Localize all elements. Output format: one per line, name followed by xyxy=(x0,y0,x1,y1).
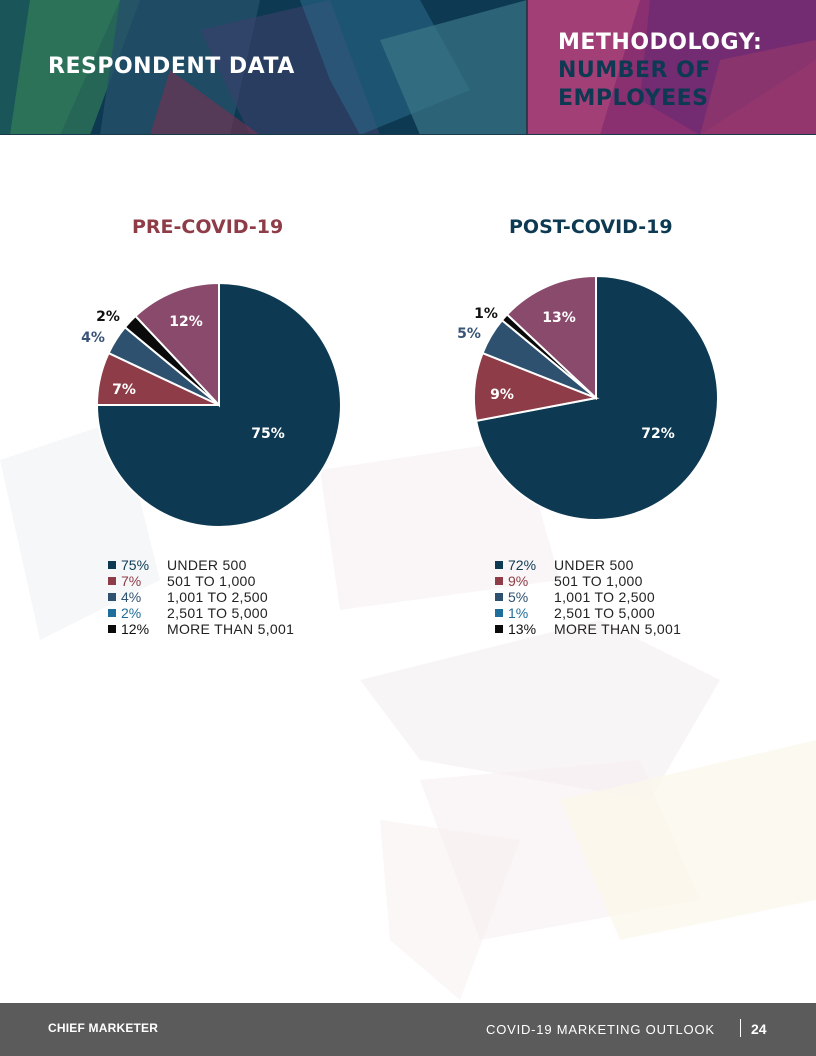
legend-item-501-to-1000: 9% 501 TO 1,000 xyxy=(495,573,681,589)
slice-label-under-500: 72% xyxy=(641,426,675,442)
slice-label-2501-to-5000: 1% xyxy=(474,306,498,322)
slice-label-2501-to-5000: 2% xyxy=(96,309,120,325)
legend-percent: 1% xyxy=(508,605,529,621)
legend-swatch xyxy=(495,593,503,601)
legend-swatch xyxy=(495,609,503,617)
post-covid-legend: 72% UNDER 500 9% 501 TO 1,000 5% 1,001 TO 2,5… xyxy=(495,557,681,637)
methodology-heading: METHODOLOGY: NUMBER OF EMPLOYEES xyxy=(558,29,762,113)
slice-label-501-to-1000: 7% xyxy=(112,382,136,398)
legend-percent: 75% xyxy=(121,557,150,573)
legend-percent: 12% xyxy=(121,621,150,637)
legend-label: UNDER 500 xyxy=(554,557,634,573)
legend-swatch xyxy=(108,577,116,585)
legend-percent: 7% xyxy=(121,573,142,589)
legend-label: 2,501 TO 5,000 xyxy=(554,605,655,621)
legend-swatch xyxy=(108,609,116,617)
slice-label-1001-to-2500: 5% xyxy=(457,326,481,342)
legend-swatch xyxy=(108,625,116,633)
pre-covid-pie: 75% 7% 4% 2% 12% xyxy=(81,281,342,528)
footer-bar: CHIEF MARKETER COVID-19 MARKETING OUTLOO… xyxy=(0,1003,816,1056)
legend-percent: 4% xyxy=(121,589,142,605)
legend-label: 2,501 TO 5,000 xyxy=(167,605,268,621)
legend-label: MORE THAN 5,001 xyxy=(167,621,295,637)
header-background xyxy=(0,0,816,135)
legend-item-501-to-1000: 7% 501 TO 1,000 xyxy=(108,573,294,589)
slice-label-more-than-5001: 12% xyxy=(169,314,203,330)
legend-label: 501 TO 1,000 xyxy=(167,573,256,589)
background-decoration xyxy=(0,420,816,1000)
section-title: RESPONDENT DATA xyxy=(48,54,295,79)
legend-percent: 72% xyxy=(508,557,537,573)
pre-covid-chart-title: PRE-COVID-19 xyxy=(132,216,284,238)
legend-swatch xyxy=(108,593,116,601)
pie-charts: 75% 7% 4% 2% 12% 72% 9% 5% 1% 13% xyxy=(81,274,719,528)
header-banner: RESPONDENT DATA METHODOLOGY: NUMBER OF E… xyxy=(0,0,816,135)
slice-label-more-than-5001: 13% xyxy=(542,310,576,326)
legend-label: 1,001 TO 2,500 xyxy=(554,589,655,605)
legend-label: MORE THAN 5,001 xyxy=(554,621,682,637)
methodology-topic-line2: EMPLOYEES xyxy=(558,86,709,111)
methodology-topic-line1: NUMBER OF xyxy=(558,58,711,83)
methodology-label: METHODOLOGY: xyxy=(558,30,763,55)
post-covid-chart-title: POST-COVID-19 xyxy=(509,216,673,238)
legend-item-1001-to-2500: 4% 1,001 TO 2,500 xyxy=(108,589,294,605)
legend-swatch xyxy=(495,577,503,585)
legend-item-more-than-5001: 12% MORE THAN 5,001 xyxy=(108,621,294,637)
legend-item-2501-to-5000: 2% 2,501 TO 5,000 xyxy=(108,605,294,621)
legend-item-2501-to-5000: 1% 2,501 TO 5,000 xyxy=(495,605,681,621)
legend-swatch xyxy=(495,561,503,569)
slice-label-under-500: 75% xyxy=(251,426,285,442)
post-covid-pie: 72% 9% 5% 1% 13% xyxy=(457,274,719,521)
legend-percent: 13% xyxy=(508,621,537,637)
legend-label: 501 TO 1,000 xyxy=(554,573,643,589)
footer-separator xyxy=(740,1019,741,1037)
legend-item-1001-to-2500: 5% 1,001 TO 2,500 xyxy=(495,589,681,605)
report-title: COVID-19 MARKETING OUTLOOK xyxy=(486,1022,715,1037)
pre-covid-legend: 75% UNDER 500 7% 501 TO 1,000 4% 1,001 TO 2,5… xyxy=(108,557,294,637)
legend-label: 1,001 TO 2,500 xyxy=(167,589,268,605)
legend-swatch xyxy=(495,625,503,633)
legend-label: UNDER 500 xyxy=(167,557,247,573)
page-number: 24 xyxy=(751,1021,767,1037)
slice-label-501-to-1000: 9% xyxy=(490,387,514,403)
pie-slice-more-than-5001 xyxy=(505,274,597,401)
slice-label-1001-to-2500: 4% xyxy=(81,330,105,346)
legend-percent: 2% xyxy=(121,605,142,621)
legend-item-under-500: 75% UNDER 500 xyxy=(108,557,294,573)
chief-marketer-logo: CHIEF MARKETER xyxy=(48,1021,159,1035)
pie-slice-more-than-5001 xyxy=(134,281,220,408)
legend-percent: 9% xyxy=(508,573,529,589)
legend-item-under-500: 72% UNDER 500 xyxy=(495,557,681,573)
legend-swatch xyxy=(108,561,116,569)
legend-item-more-than-5001: 13% MORE THAN 5,001 xyxy=(495,621,681,637)
legend-percent: 5% xyxy=(508,589,529,605)
